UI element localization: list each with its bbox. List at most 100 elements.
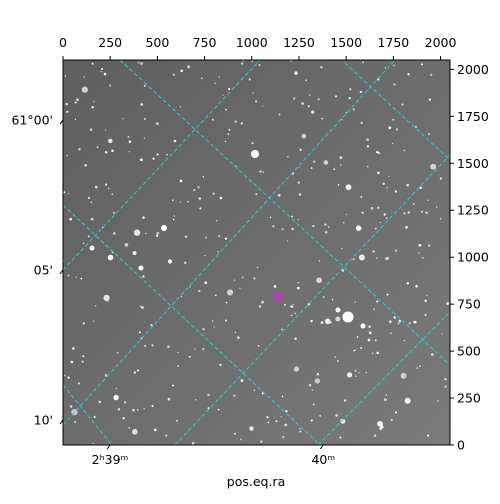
- y-tick-label: 1500: [457, 156, 489, 171]
- star: [224, 237, 228, 240]
- star: [262, 171, 265, 173]
- star: [179, 105, 182, 108]
- star: [132, 428, 138, 435]
- star: [427, 434, 430, 437]
- x-world-tick: [106, 444, 111, 450]
- star: [437, 400, 439, 402]
- star: [320, 65, 323, 69]
- star: [177, 364, 180, 367]
- star: [100, 70, 103, 73]
- star: [310, 319, 313, 323]
- x-tick-label: 1250: [283, 35, 315, 50]
- star: [82, 355, 85, 358]
- grid-line: [344, 62, 450, 161]
- star: [214, 82, 216, 85]
- y-tick-label: 1750: [457, 109, 489, 124]
- star: [374, 339, 377, 342]
- star: [352, 258, 355, 261]
- star: [251, 150, 259, 158]
- star: [334, 356, 336, 358]
- star: [211, 118, 214, 121]
- star: [266, 416, 269, 419]
- y-world-tick: [59, 269, 64, 275]
- star: [172, 384, 175, 387]
- star: [145, 232, 147, 235]
- star: [104, 374, 108, 377]
- star: [94, 185, 98, 189]
- star: [339, 436, 342, 439]
- star: [122, 417, 125, 420]
- star: [172, 73, 175, 76]
- star: [227, 132, 230, 136]
- star: [370, 206, 374, 210]
- grid-line: [119, 60, 450, 366]
- star: [324, 318, 331, 325]
- x-tick-label: 2000: [425, 35, 457, 50]
- star: [105, 183, 108, 186]
- star: [424, 299, 427, 303]
- star: [194, 399, 197, 401]
- star: [260, 440, 263, 443]
- star: [227, 87, 231, 91]
- star: [312, 160, 316, 163]
- star: [217, 408, 220, 411]
- star: [291, 227, 294, 231]
- star: [284, 423, 287, 427]
- star: [253, 277, 256, 280]
- star: [93, 320, 95, 322]
- star: [273, 285, 277, 288]
- star: [207, 407, 210, 410]
- star: [377, 206, 380, 209]
- star: [430, 163, 437, 170]
- star: [224, 319, 228, 322]
- star: [167, 345, 170, 349]
- star: [345, 111, 348, 114]
- star: [287, 155, 289, 158]
- star: [281, 328, 283, 331]
- star: [143, 117, 147, 120]
- star: [392, 118, 395, 121]
- star: [154, 428, 157, 432]
- target-marker: [273, 292, 283, 302]
- x-tick-label: 1750: [377, 35, 409, 50]
- star: [403, 212, 406, 215]
- star: [428, 98, 432, 101]
- star: [406, 282, 410, 285]
- star: [93, 100, 95, 103]
- star: [425, 211, 428, 214]
- star: [380, 425, 384, 429]
- star: [202, 175, 205, 178]
- star: [444, 385, 447, 388]
- star: [358, 371, 360, 374]
- star: [342, 311, 354, 323]
- star: [294, 337, 297, 340]
- star: [311, 389, 314, 391]
- star: [199, 207, 202, 210]
- star: [290, 314, 293, 317]
- star: [280, 415, 282, 418]
- y-tick-label: 2000: [457, 62, 489, 77]
- star: [366, 165, 369, 168]
- star: [112, 211, 116, 215]
- star: [240, 379, 244, 382]
- star: [252, 92, 254, 94]
- star: [193, 189, 196, 192]
- star: [74, 101, 77, 104]
- star: [430, 353, 434, 356]
- star: [318, 260, 321, 262]
- star: [361, 211, 364, 214]
- star: [377, 171, 380, 175]
- star: [310, 419, 313, 422]
- star: [393, 83, 396, 86]
- star: [91, 62, 94, 65]
- star: [225, 301, 228, 304]
- star: [384, 67, 387, 69]
- star: [414, 125, 418, 129]
- star: [377, 420, 383, 427]
- star: [444, 378, 447, 381]
- star: [340, 418, 346, 424]
- star: [173, 139, 177, 143]
- grid-line: [63, 60, 396, 426]
- star: [272, 225, 275, 228]
- star: [323, 160, 329, 165]
